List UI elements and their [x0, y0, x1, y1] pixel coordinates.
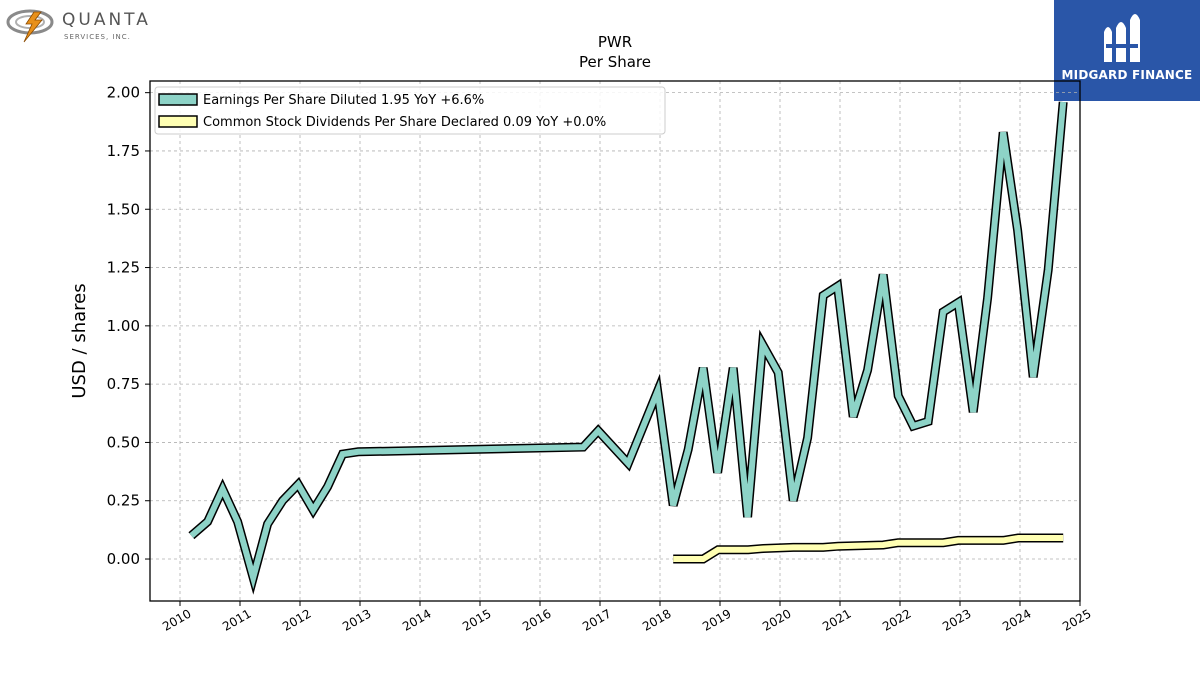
legend: Earnings Per Share Diluted 1.95 YoY +6.6…: [154, 86, 666, 135]
chart-subtitle: Per Share: [579, 53, 651, 71]
x-tick-label-2018: 2018: [640, 606, 673, 633]
y-axis-label: USD / shares: [69, 283, 90, 398]
midgard-m-icon: [1104, 14, 1140, 62]
x-tick-label-2021: 2021: [820, 606, 853, 633]
legend-label-dividends: Common Stock Dividends Per Share Declare…: [203, 115, 606, 130]
x-tick-label-2023: 2023: [940, 606, 973, 633]
x-tick-label-2015: 2015: [460, 606, 493, 633]
x-tick-label-2012: 2012: [280, 606, 313, 633]
y-tick-label-6: 1.50: [107, 200, 140, 218]
y-tick-label-8: 2.00: [107, 84, 140, 102]
y-tick-label-7: 1.75: [107, 142, 140, 160]
series-line-eps: [189, 101, 1067, 590]
x-tick-label-2017: 2017: [580, 606, 613, 633]
y-tick-label-4: 1.00: [107, 317, 140, 335]
x-tick-label-2022: 2022: [880, 606, 913, 633]
chart-title: PWR: [598, 33, 632, 51]
y-tick-label-5: 1.25: [107, 259, 140, 277]
x-tick-label-2019: 2019: [700, 606, 733, 633]
y-tick-label-0: 0.00: [107, 550, 140, 568]
midgard-wordmark: MIDGARD FINANCE: [1061, 68, 1193, 82]
quanta-logo: QUANTA SERVICES, INC.: [4, 4, 164, 48]
series-line-dividends: [673, 535, 1064, 562]
x-tick-label-2011: 2011: [220, 606, 253, 633]
x-tick-label-2013: 2013: [340, 606, 373, 633]
plot-frame: [149, 80, 1081, 602]
quanta-wordmark: QUANTA: [62, 10, 151, 30]
legend-swatch-dividends: [158, 115, 198, 128]
y-tick-label-2: 0.50: [107, 433, 140, 451]
midgard-finance-logo: MIDGARD FINANCE: [1054, 0, 1200, 101]
x-tick-label-2024: 2024: [1000, 606, 1033, 633]
y-tick-label-3: 0.75: [107, 375, 140, 393]
series-outline-eps: [188, 101, 1068, 595]
x-tick-label-2010: 2010: [160, 606, 193, 633]
series-lines: [188, 101, 1068, 595]
x-tick-label-2016: 2016: [520, 606, 553, 633]
legend-label-eps: Earnings Per Share Diluted 1.95 YoY +6.6…: [203, 93, 484, 108]
x-tick-label-2025: 2025: [1060, 606, 1093, 633]
y-tick-label-1: 0.25: [107, 492, 140, 510]
lightning-bolt-icon: [23, 11, 43, 43]
legend-box: [154, 86, 666, 135]
legend-swatch-eps: [158, 93, 198, 106]
quanta-subtitle: SERVICES, INC.: [64, 33, 131, 41]
x-tick-label-2020: 2020: [760, 606, 793, 633]
x-tick-label-2014: 2014: [400, 606, 433, 633]
